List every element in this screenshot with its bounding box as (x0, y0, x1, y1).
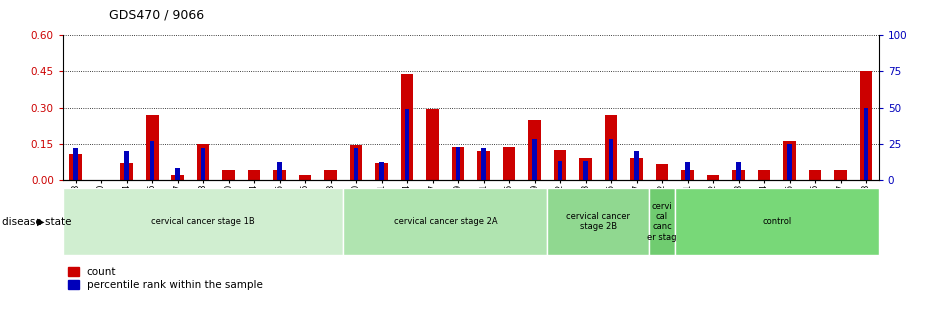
Bar (201, 148, 205, 180)
Bar (73, 148, 78, 180)
Text: cervical cancer stage 1B: cervical cancer stage 1B (152, 217, 255, 226)
Bar (558, 161, 562, 180)
Bar (635, 151, 639, 180)
Bar (481, 148, 486, 180)
Bar (649, 188, 674, 255)
Bar (146, 115, 158, 180)
Bar (278, 162, 282, 180)
Bar (451, 147, 464, 180)
Bar (859, 72, 872, 180)
Bar (707, 175, 720, 180)
Bar (456, 146, 461, 180)
Bar (554, 150, 566, 180)
Bar (579, 158, 592, 180)
Bar (350, 145, 363, 180)
Bar (758, 170, 771, 180)
Text: disease state: disease state (2, 217, 71, 227)
Bar (120, 163, 133, 180)
Bar (532, 139, 536, 180)
Bar (656, 164, 669, 180)
Bar (299, 175, 312, 180)
Bar (630, 158, 643, 180)
Bar (222, 170, 235, 180)
Bar (783, 141, 796, 180)
Bar (401, 74, 413, 180)
Bar (405, 109, 410, 180)
Bar (325, 170, 337, 180)
Bar (124, 151, 129, 180)
Bar (248, 170, 261, 180)
Bar (353, 148, 358, 180)
Bar (808, 170, 821, 180)
Bar (864, 108, 869, 180)
Text: cervical cancer
stage 2B: cervical cancer stage 2B (566, 212, 630, 232)
Bar (343, 188, 548, 255)
Bar (63, 188, 343, 255)
Bar (379, 162, 384, 180)
Bar (176, 168, 180, 180)
Bar (733, 170, 745, 180)
Bar (197, 144, 209, 180)
Bar (548, 188, 649, 255)
Bar (834, 170, 847, 180)
Bar (787, 144, 792, 180)
Bar (675, 188, 879, 255)
Bar (528, 120, 541, 180)
Bar (273, 170, 286, 180)
Bar (584, 161, 588, 180)
Bar (171, 175, 184, 180)
Bar (150, 141, 154, 180)
Bar (426, 109, 439, 180)
Text: GDS470 / 9066: GDS470 / 9066 (109, 9, 204, 22)
Text: cervi
cal
canc
er stag: cervi cal canc er stag (648, 202, 677, 242)
Text: control: control (762, 217, 792, 226)
Bar (681, 170, 694, 180)
Bar (69, 155, 82, 180)
Bar (685, 162, 690, 180)
Text: ▶: ▶ (37, 217, 44, 227)
Bar (477, 151, 490, 180)
Legend: count, percentile rank within the sample: count, percentile rank within the sample (68, 267, 263, 290)
Bar (605, 115, 617, 180)
Bar (502, 147, 515, 180)
Bar (736, 162, 741, 180)
Bar (376, 163, 388, 180)
Text: cervical cancer stage 2A: cervical cancer stage 2A (393, 217, 497, 226)
Bar (609, 139, 613, 180)
